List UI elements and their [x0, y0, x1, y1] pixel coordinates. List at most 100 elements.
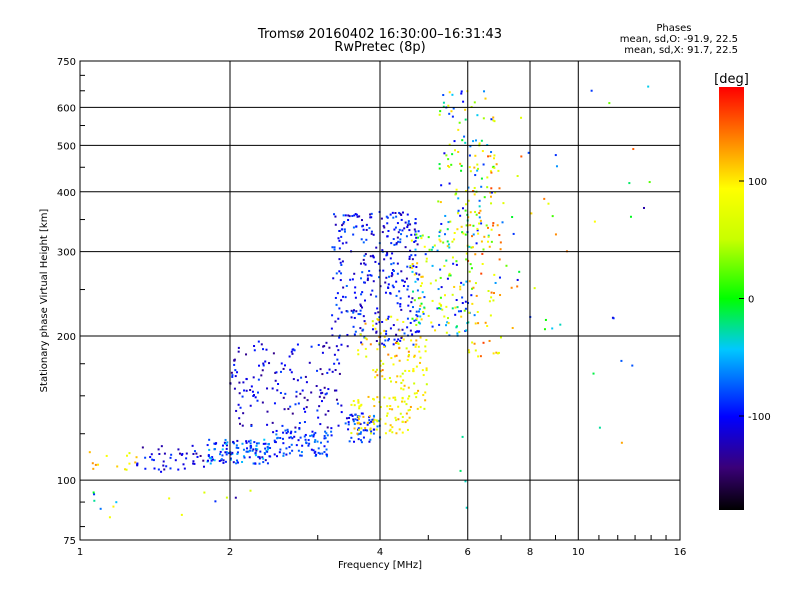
data-point — [410, 339, 413, 342]
data-point — [323, 445, 326, 448]
data-point — [317, 416, 320, 419]
data-point — [451, 307, 454, 310]
data-point — [479, 219, 482, 222]
data-point — [642, 206, 645, 209]
data-point — [362, 415, 365, 418]
data-point — [456, 228, 459, 231]
data-point — [295, 444, 298, 447]
data-point — [420, 237, 423, 240]
data-point — [242, 455, 245, 458]
data-point — [480, 240, 483, 243]
x-tick-label: 1 — [77, 547, 83, 558]
data-point — [459, 214, 462, 217]
data-point — [225, 444, 228, 447]
data-point — [455, 326, 458, 329]
data-point — [409, 249, 412, 252]
data-point — [249, 447, 252, 450]
data-point — [365, 355, 368, 358]
data-point — [383, 396, 386, 399]
data-point — [381, 231, 384, 234]
data-point — [471, 246, 474, 249]
data-point — [330, 434, 333, 437]
data-point — [390, 263, 393, 266]
data-point — [439, 240, 442, 243]
data-point — [471, 341, 474, 344]
data-point — [488, 300, 491, 303]
data-point — [461, 435, 464, 438]
data-point — [412, 370, 415, 373]
data-point — [391, 211, 394, 214]
data-point — [333, 362, 336, 365]
data-point — [455, 263, 458, 266]
data-point — [395, 333, 398, 336]
data-point — [495, 163, 498, 166]
data-point — [361, 343, 364, 346]
data-point — [358, 428, 361, 431]
data-point — [516, 175, 519, 178]
data-point — [136, 462, 139, 465]
data-point — [356, 432, 359, 435]
data-point — [252, 394, 255, 397]
data-point — [439, 110, 442, 113]
data-point — [260, 343, 263, 346]
data-point — [397, 418, 400, 421]
data-point — [267, 448, 270, 451]
data-point — [403, 332, 406, 335]
data-point — [405, 347, 408, 350]
data-point — [396, 236, 399, 239]
data-point — [182, 463, 185, 466]
data-point — [397, 338, 400, 341]
data-point — [257, 340, 260, 343]
data-point — [402, 388, 405, 391]
data-point — [445, 324, 448, 327]
data-point — [499, 248, 502, 251]
plot-frame — [79, 60, 681, 541]
data-point — [457, 128, 460, 131]
data-point — [258, 364, 261, 367]
data-point — [250, 425, 253, 428]
data-point — [400, 381, 403, 384]
data-point — [296, 379, 299, 382]
data-point — [237, 350, 240, 353]
data-point — [262, 364, 265, 367]
data-point — [334, 296, 337, 299]
data-point — [297, 402, 300, 405]
data-point — [193, 450, 196, 453]
data-point — [375, 340, 378, 343]
data-point — [381, 375, 384, 378]
data-point — [225, 443, 228, 446]
data-point — [327, 410, 330, 413]
data-point — [476, 227, 479, 230]
data-point — [282, 396, 285, 399]
data-point — [527, 151, 530, 154]
data-point — [253, 441, 256, 444]
data-point — [93, 493, 96, 496]
data-point — [219, 450, 222, 453]
data-point — [462, 232, 465, 235]
data-point — [400, 213, 403, 216]
data-point — [547, 202, 550, 205]
data-point — [415, 266, 418, 269]
data-point — [396, 302, 399, 305]
data-point — [308, 361, 311, 364]
data-point — [419, 356, 422, 359]
data-point — [199, 454, 202, 457]
data-point — [415, 236, 418, 239]
data-point — [362, 241, 365, 244]
data-point — [394, 396, 397, 399]
data-point — [399, 305, 402, 308]
data-point — [429, 282, 432, 285]
data-point — [261, 401, 264, 404]
data-point — [116, 465, 119, 468]
data-point — [477, 355, 480, 358]
data-point — [460, 225, 463, 228]
data-point — [475, 242, 478, 245]
data-point — [237, 346, 240, 349]
data-point — [209, 462, 212, 465]
data-point — [360, 219, 363, 222]
data-point — [150, 453, 153, 456]
data-point — [407, 295, 410, 298]
data-point — [317, 447, 320, 450]
data-point — [347, 421, 350, 424]
